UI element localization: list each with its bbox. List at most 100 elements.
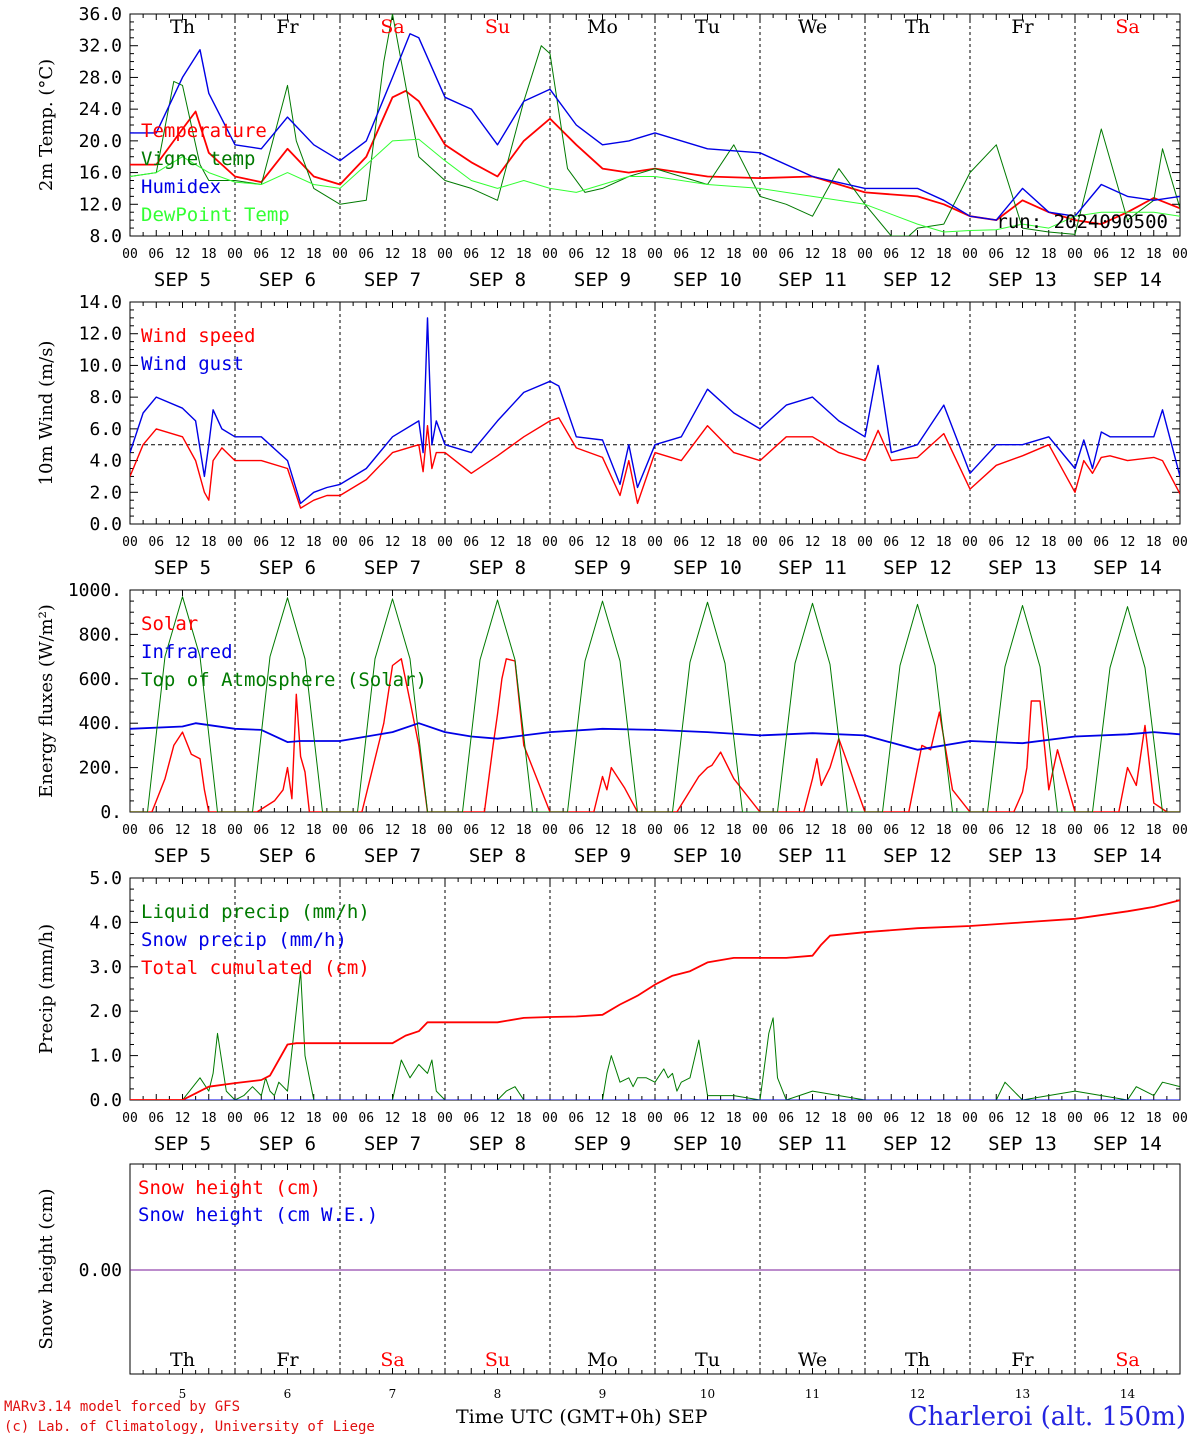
y-tick-label: 28.0 — [79, 67, 122, 88]
series-group — [130, 317, 1180, 509]
weekday-label: Th — [170, 16, 195, 38]
hour-label: 06 — [568, 1111, 584, 1126]
hour-label: 18 — [1041, 535, 1057, 550]
hour-label: 18 — [621, 823, 637, 838]
hour-label: 12 — [1015, 1111, 1031, 1126]
hour-label: 06 — [778, 535, 794, 550]
weekday-label: Fr — [276, 1349, 299, 1371]
hour-label: 12 — [385, 247, 401, 262]
hour-label: 18 — [726, 1111, 742, 1126]
hour-label: 12 — [910, 823, 926, 838]
date-label: SEP 5 — [154, 269, 211, 291]
date-label: SEP 6 — [259, 845, 316, 867]
hour-label: 06 — [358, 1111, 374, 1126]
y-tick-label: 2.0 — [89, 482, 122, 503]
weekday-label: Tu — [695, 1349, 720, 1371]
y-tick-label: 32.0 — [79, 36, 122, 57]
x-axis-title: Time UTC (GMT+0h) SEP — [456, 1406, 708, 1428]
day-number-label: 12 — [910, 1387, 925, 1401]
run-label: run: 2024090500 — [996, 211, 1168, 233]
y-tick-label: 2.0 — [89, 1001, 122, 1022]
model-credit: MARv3.14 model forced by GFS — [4, 1399, 241, 1415]
hour-label: 12 — [175, 535, 191, 550]
hour-label: 12 — [910, 1111, 926, 1126]
weekday-label: Th — [905, 1349, 930, 1371]
hour-label: 00 — [542, 1111, 558, 1126]
hour-label: 00 — [1172, 823, 1188, 838]
weekday-label: Fr — [1011, 16, 1034, 38]
date-label: SEP 9 — [574, 557, 631, 579]
date-label: SEP 14 — [1093, 269, 1162, 291]
hour-label: 18 — [411, 823, 427, 838]
hour-label: 00 — [1172, 247, 1188, 262]
date-label: SEP 13 — [988, 269, 1057, 291]
hour-label: 18 — [516, 823, 532, 838]
hour-label: 18 — [936, 535, 952, 550]
day-number-label: 6 — [284, 1387, 292, 1401]
hour-label: 12 — [595, 247, 611, 262]
legend-entry: Wind gust — [141, 353, 244, 375]
hour-label: 18 — [1041, 823, 1057, 838]
hour-label: 18 — [726, 247, 742, 262]
hour-label: 00 — [647, 823, 663, 838]
y-tick-label: 0.0 — [89, 1090, 122, 1111]
hour-label: 06 — [148, 247, 164, 262]
lab-credit: (c) Lab. of Climatology, University of L… — [4, 1419, 375, 1435]
hour-label: 18 — [831, 823, 847, 838]
date-label: SEP 6 — [259, 1133, 316, 1155]
hour-label: 12 — [490, 1111, 506, 1126]
date-label: SEP 14 — [1093, 1133, 1162, 1155]
day-number-label: 8 — [494, 1387, 502, 1401]
hour-label: 06 — [148, 823, 164, 838]
series-line — [130, 317, 1180, 505]
hour-label: 00 — [752, 1111, 768, 1126]
weekday-label: Th — [170, 1349, 195, 1371]
y-tick-label: 5.0 — [89, 868, 122, 889]
hour-label: 18 — [936, 247, 952, 262]
date-label: SEP 9 — [574, 845, 631, 867]
hour-label: 00 — [752, 247, 768, 262]
chart-panel: 0.0 1.0 2.0 3.0 4.0 5.0 Precip (mm/h) Liquid pr… — [36, 868, 1188, 1155]
hour-label: 18 — [936, 823, 952, 838]
y-tick-label: 200. — [79, 758, 122, 779]
hour-label: 18 — [516, 1111, 532, 1126]
hour-label: 18 — [1041, 247, 1057, 262]
hour-label: 06 — [463, 823, 479, 838]
hour-label: 00 — [542, 823, 558, 838]
hour-label: 18 — [621, 247, 637, 262]
hour-label: 06 — [1093, 1111, 1109, 1126]
hour-label: 00 — [437, 823, 453, 838]
hour-label: 18 — [831, 247, 847, 262]
y-tick-label: 12.0 — [79, 194, 122, 215]
weekday-label: Fr — [276, 16, 299, 38]
hour-label: 18 — [831, 1111, 847, 1126]
date-label: SEP 12 — [883, 845, 952, 867]
hour-label: 00 — [647, 247, 663, 262]
chart-panel: 0.0 2.0 4.0 6.0 8.0 10.0 12.0 14.0 10m Wind (m/s… — [36, 292, 1188, 579]
hour-label: 18 — [1146, 823, 1162, 838]
series-line — [130, 14, 1180, 236]
date-label: SEP 7 — [364, 845, 421, 867]
hour-label: 06 — [463, 247, 479, 262]
date-label: SEP 12 — [883, 269, 952, 291]
hour-label: 06 — [883, 535, 899, 550]
hour-label: 18 — [1146, 535, 1162, 550]
y-tick-label: 0. — [100, 802, 122, 823]
hour-label: 00 — [227, 247, 243, 262]
date-label: SEP 5 — [154, 557, 211, 579]
y-tick-label: 14.0 — [79, 292, 122, 313]
date-label: SEP 7 — [364, 557, 421, 579]
hour-label: 18 — [306, 535, 322, 550]
weekday-label: Su — [485, 1349, 510, 1371]
hour-label: 18 — [1146, 247, 1162, 262]
y-tick-label: 4.0 — [89, 912, 122, 933]
date-label: SEP 11 — [778, 845, 847, 867]
hour-label: 12 — [1120, 1111, 1136, 1126]
date-label: SEP 14 — [1093, 557, 1162, 579]
series-line — [130, 33, 1180, 221]
weekday-label: Mo — [587, 16, 618, 38]
hour-label: 12 — [910, 247, 926, 262]
date-label: SEP 11 — [778, 557, 847, 579]
hour-label: 06 — [988, 1111, 1004, 1126]
hour-label: 18 — [936, 1111, 952, 1126]
